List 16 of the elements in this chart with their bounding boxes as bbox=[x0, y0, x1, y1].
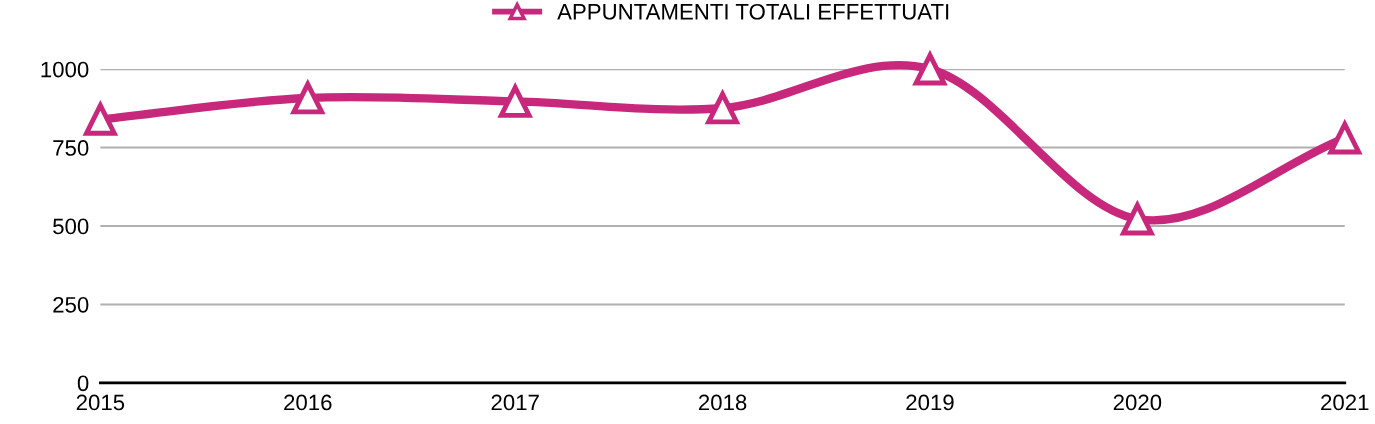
x-tick-label: 2017 bbox=[491, 394, 539, 411]
y-tick-label: 500 bbox=[53, 218, 89, 235]
point bbox=[912, 50, 948, 86]
x-tick-label: 2018 bbox=[698, 394, 747, 411]
y-tick-label: 1000 bbox=[41, 61, 89, 78]
x-tick-label: 2019 bbox=[906, 394, 954, 411]
x-tick-label: 2021 bbox=[1321, 394, 1369, 411]
x-tick-label: 2015 bbox=[76, 394, 125, 411]
point bbox=[82, 100, 118, 136]
x-tick-label: 2020 bbox=[1113, 394, 1162, 411]
point bbox=[1327, 119, 1363, 155]
x-tick-label: 2016 bbox=[284, 394, 332, 411]
y-tick-label: 250 bbox=[53, 296, 89, 313]
legend-label: APPUNTAMENTI TOTALI EFFETTUATI bbox=[557, 3, 949, 20]
y-tick-label: 0 bbox=[77, 375, 89, 392]
y-tick-label: 750 bbox=[53, 140, 89, 156]
